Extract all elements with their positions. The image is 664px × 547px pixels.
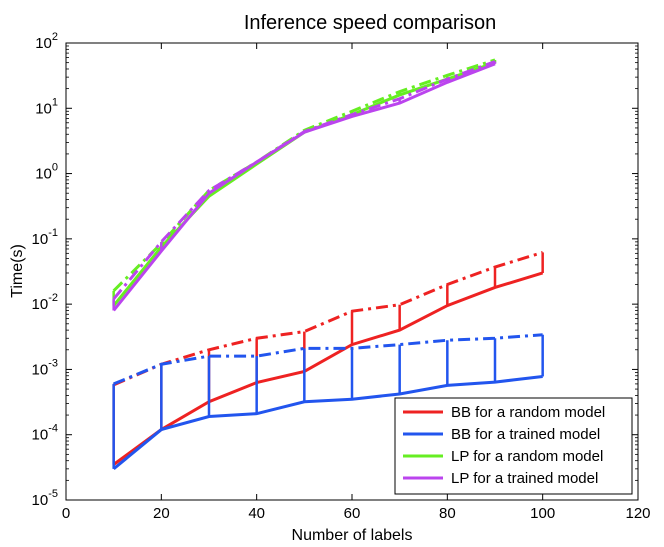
- series-layer: [112, 58, 544, 471]
- series-mean-line: [112, 374, 543, 471]
- x-tick-label: 20: [153, 505, 170, 522]
- axis-ticks: 0 20 40 60 80 100 120 10-5 10-4 10-3 10-2 10-1 100 10…: [32, 31, 651, 522]
- y-tick-label: 101: [35, 96, 58, 117]
- x-tick-label: 120: [625, 505, 650, 522]
- x-tick-label: 80: [439, 505, 456, 522]
- x-tick-label: 60: [344, 505, 361, 522]
- legend-entry: BB for a random model: [451, 404, 605, 421]
- y-tick-label: 10-1: [32, 227, 58, 248]
- y-tick-label: 10-3: [32, 357, 58, 378]
- chart-title: Inference speed comparison: [244, 12, 496, 34]
- x-axis-label: Number of labels: [292, 527, 413, 544]
- y-axis-label: Time(s): [9, 244, 26, 298]
- x-tick-label: 100: [530, 505, 555, 522]
- y-tick-label: 10-2: [32, 292, 58, 313]
- legend-entry: LP for a random model: [451, 448, 603, 465]
- series-mean-line: [112, 62, 496, 312]
- series-2: [112, 333, 544, 471]
- series-4: [112, 60, 497, 312]
- y-tick-label: 102: [35, 31, 58, 52]
- y-tick-label: 100: [35, 162, 58, 183]
- series-upper-line: [113, 333, 543, 386]
- y-tick-label: 10-4: [32, 423, 58, 444]
- series-upper-line: [113, 250, 544, 387]
- series-mean-line: [112, 271, 544, 466]
- legend: BB for a random model BB for a trained mo…: [394, 397, 633, 495]
- legend-entry: BB for a trained model: [451, 426, 600, 443]
- x-tick-label: 40: [248, 505, 265, 522]
- legend-entry: LP for a trained model: [451, 470, 598, 487]
- y-tick-label: 10-5: [32, 488, 58, 509]
- x-tick-label: 0: [62, 505, 70, 522]
